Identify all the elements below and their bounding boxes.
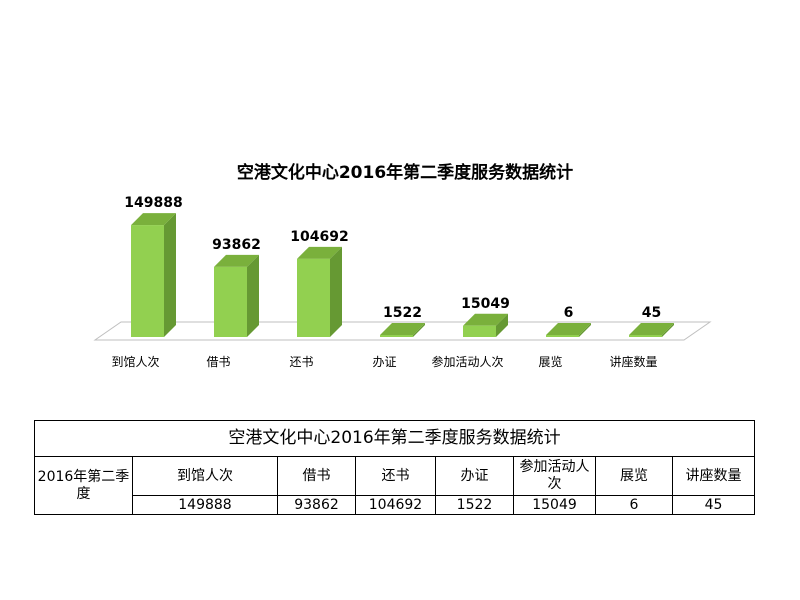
data-label: 93862 — [212, 237, 261, 253]
table-header: 借书 — [277, 456, 356, 496]
bar — [629, 323, 674, 337]
bar — [214, 254, 259, 337]
stats-table: 空港文化中心2016年第二季度服务数据统计 2016年第二季度 到馆人次 借书 … — [33, 420, 756, 515]
data-label: 15049 — [461, 296, 510, 312]
bar-chart: 空港文化中心2016年第二季度服务数据统计 149888 到馆人次 93862 借书 1… — [93, 162, 712, 369]
chart-floor — [93, 321, 712, 341]
data-label: 1522 — [383, 305, 422, 321]
table-header: 展览 — [595, 456, 673, 496]
table-cell: 149888 — [132, 495, 278, 515]
data-label: 149888 — [124, 195, 182, 211]
chart-title: 空港文化中心2016年第二季度服务数据统计 — [237, 162, 573, 183]
category-label: 办证 — [372, 354, 396, 369]
bar — [131, 213, 176, 337]
bar — [463, 313, 508, 337]
table-header: 到馆人次 — [132, 456, 278, 496]
table-header: 讲座数量 — [671, 456, 756, 496]
table-header: 参加活动人次 — [513, 456, 596, 496]
table-header: 还书 — [355, 456, 436, 496]
data-label: 6 — [564, 305, 574, 321]
table-cell: 93862 — [277, 495, 356, 515]
category-label: 还书 — [289, 355, 313, 369]
category-label: 借书 — [206, 355, 230, 369]
data-label: 45 — [642, 305, 661, 321]
table-period: 2016年第二季度 — [34, 456, 133, 515]
category-label: 参加活动人次 — [431, 354, 503, 369]
table-cell: 6 — [595, 495, 673, 515]
table-cell: 15049 — [513, 495, 596, 515]
table-cell: 104692 — [355, 495, 436, 515]
table-title: 空港文化中心2016年第二季度服务数据统计 — [33, 420, 756, 457]
table-cell: 45 — [671, 495, 756, 515]
data-label: 104692 — [290, 229, 348, 245]
table-header: 办证 — [435, 456, 514, 496]
category-label: 展览 — [538, 354, 562, 369]
table-cell: 1522 — [435, 495, 514, 515]
category-label: 讲座数量 — [609, 354, 657, 369]
bar — [297, 246, 342, 337]
bar — [546, 323, 591, 337]
bar — [380, 323, 425, 337]
category-label: 到馆人次 — [111, 354, 159, 369]
